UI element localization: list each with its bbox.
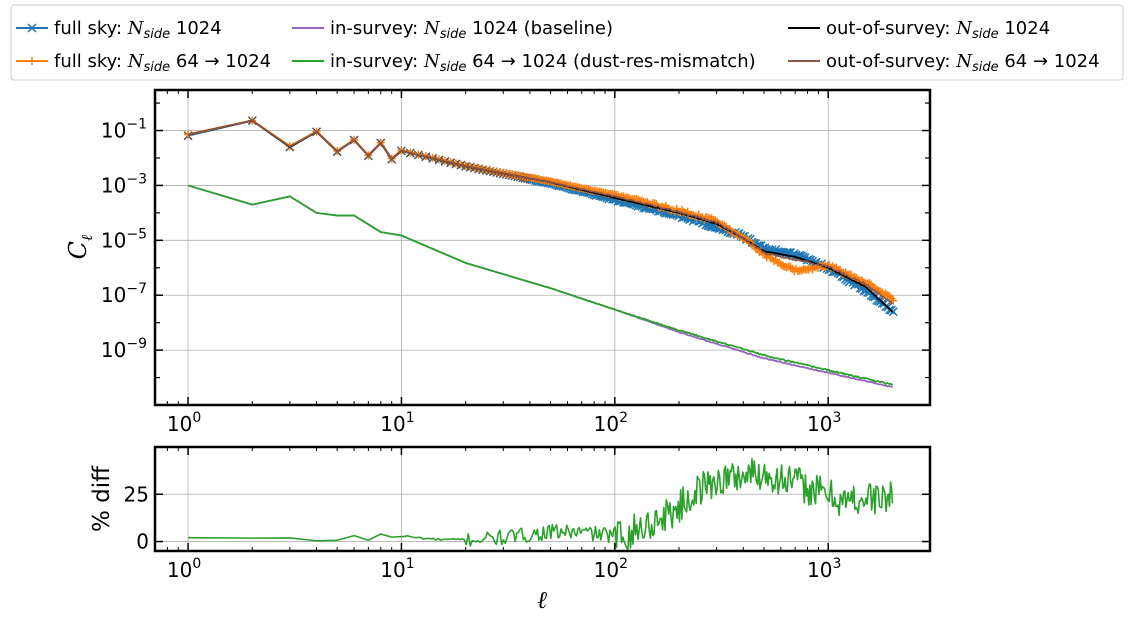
legend-label: out-of-survey: Nside 1024 bbox=[826, 18, 1050, 42]
legend-entry-in1024: in-survey: Nside 1024 (baseline) bbox=[292, 18, 613, 42]
legend-frame bbox=[10, 4, 1124, 81]
marker-plus bbox=[786, 262, 795, 271]
legend-label: out-of-survey: Nside 64 → 1024 bbox=[826, 51, 1100, 75]
marker-plus bbox=[889, 296, 898, 305]
top-series bbox=[183, 116, 898, 388]
legend-entry-out1024: out-of-survey: Nside 1024 bbox=[788, 18, 1050, 42]
top-ticks: 100 101 102 103 10−1 10−3 10−5 10−7 10−9 bbox=[101, 90, 930, 436]
legend-marker-plus bbox=[28, 57, 36, 65]
legend: full sky: Nside 1024 full sky: Nside 64 →… bbox=[10, 4, 1124, 81]
legend-entry-full1024: full sky: Nside 1024 bbox=[16, 18, 222, 42]
legend-entry-full64: full sky: Nside 64 → 1024 bbox=[16, 51, 271, 75]
legend-label: in-survey: Nside 64 → 1024 (dust-res-mis… bbox=[330, 51, 756, 75]
series-line-out1024 bbox=[187, 119, 894, 313]
top-x-tick-label: 100 bbox=[167, 410, 201, 436]
x-axis-label: ℓ bbox=[537, 586, 547, 614]
top-y-tick-label: 10−1 bbox=[101, 117, 147, 143]
series-line-out64 bbox=[187, 119, 894, 305]
bottom-axes-frame bbox=[153, 445, 932, 553]
legend-marker-x bbox=[27, 23, 37, 33]
bottom-series bbox=[188, 457, 894, 551]
ylabel-main: C bbox=[64, 241, 92, 259]
series-line-in1024 bbox=[187, 184, 894, 388]
top-grid bbox=[155, 90, 930, 405]
bottom-y-tick-label: 0 bbox=[136, 530, 149, 554]
series-line-full1024 bbox=[187, 119, 893, 313]
bottom-grid bbox=[155, 447, 930, 551]
legend-label: full sky: Nside 1024 bbox=[54, 18, 222, 42]
top-panel: 100 101 102 103 10−1 10−3 10−5 10−7 10−9 Cℓ bbox=[64, 88, 932, 436]
top-y-tick-label: 10−7 bbox=[101, 281, 147, 307]
top-y-tick-label: 10−9 bbox=[101, 336, 147, 362]
bottom-panel: 100 101 102 103 0 25 % diff ℓ bbox=[89, 445, 932, 614]
bottom-y-tick-label: 25 bbox=[124, 482, 149, 506]
legend-entry-in64: in-survey: Nside 64 → 1024 (dust-res-mis… bbox=[292, 51, 756, 75]
legend-label: full sky: Nside 64 → 1024 bbox=[54, 51, 271, 75]
bottom-x-tick-label: 103 bbox=[807, 556, 841, 582]
top-x-tick-label: 103 bbox=[807, 410, 841, 436]
top-y-tick-label: 10−3 bbox=[101, 171, 147, 197]
bottom-x-tick-label: 101 bbox=[380, 556, 414, 582]
top-axes-frame bbox=[153, 88, 932, 407]
legend-label: in-survey: Nside 1024 (baseline) bbox=[330, 18, 613, 42]
marker-plus bbox=[769, 257, 778, 266]
series-line-diff bbox=[188, 457, 894, 551]
top-y-tick-label: 10−5 bbox=[101, 226, 147, 252]
series-line-full64 bbox=[187, 119, 894, 302]
top-y-axis-label: Cℓ bbox=[64, 235, 96, 260]
top-x-tick-label: 102 bbox=[594, 410, 628, 436]
bottom-x-tick-label: 102 bbox=[594, 556, 628, 582]
bottom-ticks: 100 101 102 103 0 25 bbox=[124, 447, 930, 582]
ylabel-sub: ℓ bbox=[78, 235, 96, 241]
marker-plus bbox=[797, 266, 806, 275]
bottom-x-tick-label: 100 bbox=[167, 556, 201, 582]
bottom-y-axis-label: % diff bbox=[89, 465, 115, 532]
legend-entry-out64: out-of-survey: Nside 64 → 1024 bbox=[788, 51, 1100, 75]
series-line-in64 bbox=[187, 184, 894, 386]
top-x-tick-label: 101 bbox=[380, 410, 414, 436]
